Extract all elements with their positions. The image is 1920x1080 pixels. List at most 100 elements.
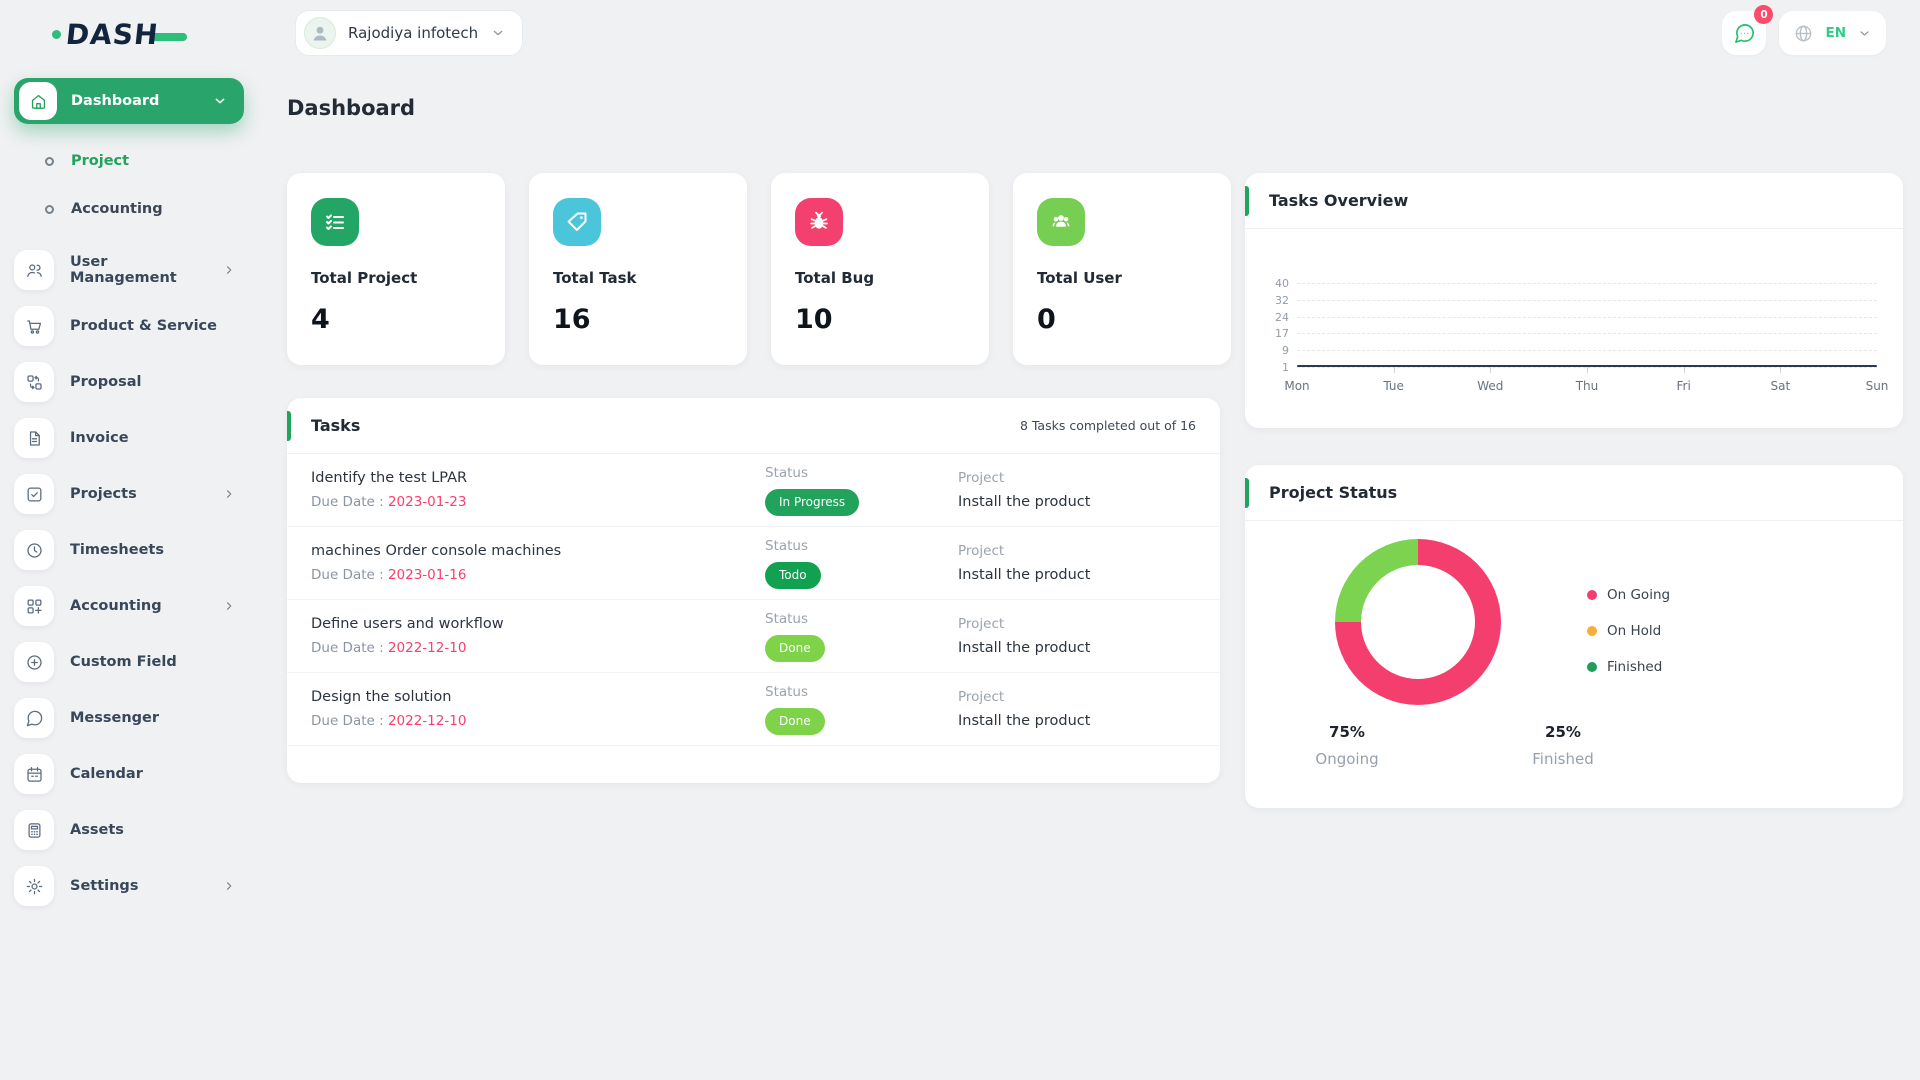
sidebar-item-label: Messenger xyxy=(70,710,160,726)
task-project-cell: Project Install the product xyxy=(958,689,1196,729)
due-date: 2023-01-16 xyxy=(387,567,467,583)
stat-label: Total Project xyxy=(311,269,418,287)
due-date: 2022-12-10 xyxy=(387,640,467,656)
due-label: Due Date : xyxy=(311,494,384,510)
sidebar-item-calendar[interactable]: Calendar xyxy=(14,746,244,802)
y-tick-label: 32 xyxy=(1275,293,1289,307)
sidebar-item-timesheets[interactable]: Timesheets xyxy=(14,522,244,578)
project-status-title: Project Status xyxy=(1269,483,1398,502)
stat-value: 16 xyxy=(553,304,591,335)
legend-dot xyxy=(1587,590,1597,600)
project-label: Project xyxy=(958,543,1005,559)
gridline: 32 xyxy=(1275,294,1877,307)
chart-legend: On Going On Hold Finished xyxy=(1587,587,1670,675)
chevron-down-icon xyxy=(493,30,503,36)
tasks-overview-card: Tasks Overview 40 32 24 17 9 1 Mon Tue W… xyxy=(1245,173,1903,428)
sidebar-item-accounting-sub[interactable]: Accounting xyxy=(14,185,244,233)
stat-card-total-bug: Total Bug 10 xyxy=(771,173,989,365)
x-tick-label: Wed xyxy=(1477,379,1504,393)
legend-item-on-going[interactable]: On Going xyxy=(1587,587,1670,603)
circle-plus-icon xyxy=(14,642,54,682)
sidebar-item-label: Timesheets xyxy=(70,542,164,558)
task-status-cell: Status In Progress xyxy=(765,465,958,516)
dashboard-submenu: Project Accounting xyxy=(14,137,244,233)
chat-bubble-icon xyxy=(1735,23,1754,43)
tasks-card: Tasks 8 Tasks completed out of 16 Identi… xyxy=(287,398,1220,783)
due-label: Due Date : xyxy=(311,567,384,583)
due-date: 2023-01-23 xyxy=(387,494,467,510)
status-badge: Done xyxy=(765,634,825,662)
project-name: Install the product xyxy=(958,713,1091,729)
y-tick-label: 40 xyxy=(1275,277,1289,290)
x-tick-label: Fri xyxy=(1676,379,1691,393)
card-accent-bar xyxy=(287,411,291,441)
sidebar-item-assets[interactable]: Assets xyxy=(14,802,244,858)
task-name: Design the solution xyxy=(311,689,452,705)
task-status-cell: Status Done xyxy=(765,611,958,662)
sidebar-item-label: Invoice xyxy=(70,430,129,446)
stat-card-total-task: Total Task 16 xyxy=(529,173,747,365)
stat-label: Total User xyxy=(1037,269,1122,287)
tasks-card-title: Tasks xyxy=(311,416,361,435)
project-name: Install the product xyxy=(958,640,1091,656)
sidebar-item-settings[interactable]: Settings xyxy=(14,858,244,914)
legend-item-on-hold[interactable]: On Hold xyxy=(1587,623,1670,639)
users-icon xyxy=(14,250,54,290)
sidebar-item-proposal[interactable]: Proposal xyxy=(14,354,244,410)
calculator-icon xyxy=(14,810,54,850)
status-label: Status xyxy=(765,537,809,554)
ongoing-stat: 75% Ongoing xyxy=(1267,723,1427,768)
tasks-overview-title: Tasks Overview xyxy=(1269,191,1409,210)
due-date: 2022-12-10 xyxy=(387,713,467,729)
app-logo[interactable]: DASH xyxy=(52,18,187,51)
card-accent-bar xyxy=(1245,478,1249,508)
ongoing-label: Ongoing xyxy=(1315,750,1379,768)
stat-card-total-project: Total Project 4 xyxy=(287,173,505,365)
status-badge: Done xyxy=(765,707,825,735)
stat-value: 4 xyxy=(311,304,330,335)
tasks-summary: 8 Tasks completed out of 16 xyxy=(1019,418,1196,433)
sidebar-item-messenger[interactable]: Messenger xyxy=(14,690,244,746)
project-label: Project xyxy=(958,616,1005,632)
sidebar-item-projects[interactable]: Projects xyxy=(14,466,244,522)
sidebar-item-project[interactable]: Project xyxy=(14,137,244,185)
sidebar-item-dashboard[interactable]: Dashboard xyxy=(14,78,244,124)
chevron-down-icon xyxy=(1860,30,1869,36)
chevron-right-icon xyxy=(222,263,236,277)
company-selector[interactable]: Rajodiya infotech xyxy=(295,10,524,56)
sidebar-item-accounting[interactable]: Accounting xyxy=(14,578,244,634)
task-info: Design the solution Due Date : 2022-12-1… xyxy=(311,689,765,729)
bullet-ring-icon xyxy=(45,204,54,214)
legend-item-finished[interactable]: Finished xyxy=(1587,659,1670,675)
sidebar: Dashboard Project Accounting User Manage… xyxy=(14,78,244,914)
sidebar-item-product-service[interactable]: Product & Service xyxy=(14,298,244,354)
sidebar-item-label: Assets xyxy=(70,822,124,838)
x-tick xyxy=(1393,367,1395,373)
due-label: Due Date : xyxy=(311,713,384,729)
legend-dot xyxy=(1587,626,1597,636)
sidebar-item-custom-field[interactable]: Custom Field xyxy=(14,634,244,690)
sidebar-item-label: Dashboard xyxy=(71,93,160,109)
sidebar-item-invoice[interactable]: Invoice xyxy=(14,410,244,466)
task-name: Identify the test LPAR xyxy=(311,470,468,486)
sidebar-item-user-management[interactable]: User Management xyxy=(14,242,244,298)
x-tick-label: Tue xyxy=(1383,379,1404,393)
chevron-down-icon xyxy=(215,98,225,104)
language-selector[interactable]: EN xyxy=(1779,11,1886,55)
bug-icon xyxy=(795,198,843,246)
logo-dot xyxy=(52,30,61,39)
document-icon xyxy=(14,418,54,458)
sidebar-item-label: Proposal xyxy=(70,374,142,390)
due-label: Due Date : xyxy=(311,640,384,656)
header-actions: 0 EN xyxy=(1722,5,1886,55)
legend-label: Finished xyxy=(1607,659,1663,675)
sidebar-item-label: Accounting xyxy=(71,201,163,217)
status-label: Status xyxy=(765,610,809,627)
messages-button[interactable]: 0 xyxy=(1722,5,1774,55)
legend-dot xyxy=(1587,662,1597,672)
task-info: Define users and workflow Due Date : 202… xyxy=(311,616,765,656)
logo-dash-bar xyxy=(150,32,187,41)
sidebar-item-label: Accounting xyxy=(70,598,162,614)
company-avatar xyxy=(304,17,336,49)
